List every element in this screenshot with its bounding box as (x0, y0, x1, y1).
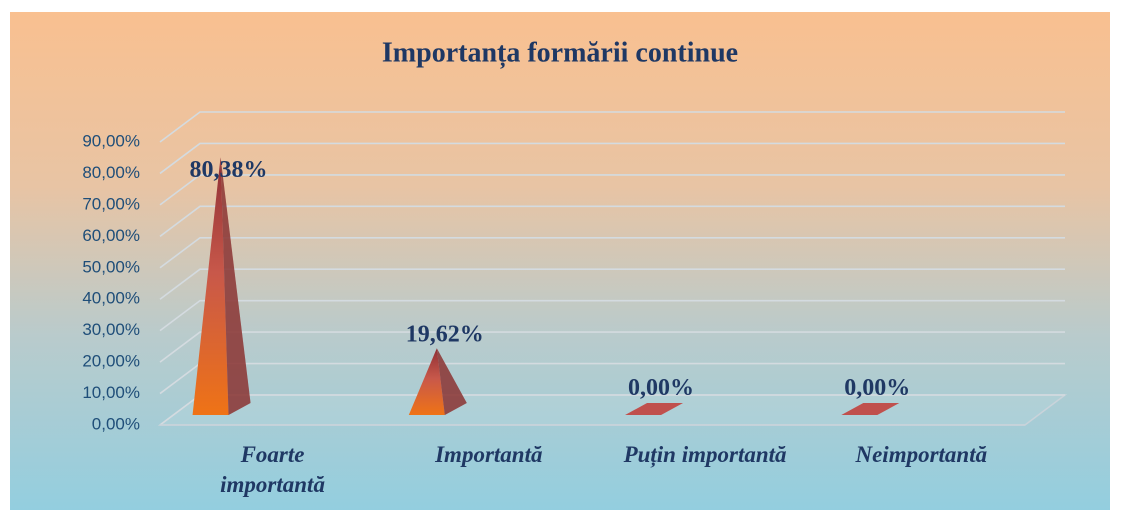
chart-title: Importanța formării continue (382, 37, 738, 68)
bar-face (220, 157, 251, 415)
x-tick-label: Foarte importantă (220, 442, 325, 497)
y-tick-label: 60,00% (82, 226, 140, 245)
data-label: 80,38% (190, 157, 268, 183)
x-tick-label: Neimportantă (855, 442, 988, 467)
bar-face (841, 403, 900, 415)
grid-line (159, 174, 1065, 206)
bar (841, 403, 900, 415)
data-label: 19,62% (406, 321, 484, 347)
y-tick-label: 0,00% (92, 414, 140, 433)
y-tick-label: 80,00% (82, 163, 140, 182)
y-tick-label: 40,00% (82, 289, 140, 308)
x-tick-label: Importantă (435, 442, 543, 467)
floor (157, 394, 1068, 426)
x-tick-label: Puțin importantă (623, 442, 787, 467)
data-label: 0,00% (844, 375, 910, 401)
grid-line (159, 142, 1065, 175)
bar-face (220, 157, 251, 415)
grid-line (159, 111, 1065, 143)
bar (192, 157, 251, 415)
grid-line (159, 299, 1065, 332)
bar-face (436, 348, 467, 415)
bar-face (192, 157, 229, 415)
y-tick-label: 50,00% (82, 257, 140, 276)
grid-line (159, 362, 1065, 395)
bar-face (436, 348, 467, 415)
bar (625, 403, 684, 415)
grid-line (159, 331, 1065, 363)
bar-face (408, 348, 445, 415)
chart-background (10, 12, 1110, 510)
y-tick-label: 30,00% (82, 320, 140, 339)
grid-line (159, 205, 1065, 237)
grid-line (159, 236, 1065, 269)
grid-line (159, 268, 1065, 300)
y-tick-label: 20,00% (82, 352, 140, 371)
y-tick-label: 90,00% (82, 131, 140, 150)
data-label: 0,00% (628, 375, 694, 401)
y-tick-label: 70,00% (82, 194, 140, 213)
y-tick-label: 10,00% (82, 383, 140, 402)
bar (408, 348, 467, 415)
bar-face (625, 403, 684, 415)
